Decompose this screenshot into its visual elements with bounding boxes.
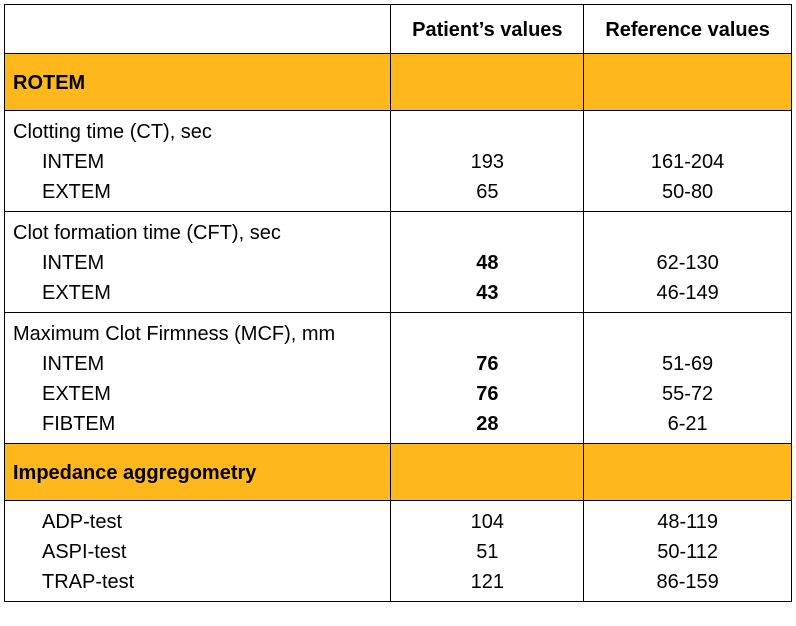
patient-value-cell: 48 43 bbox=[390, 211, 585, 313]
spacer bbox=[391, 319, 583, 349]
spacer bbox=[584, 117, 791, 147]
patient-value-cell: 193 65 bbox=[390, 110, 585, 212]
spacer bbox=[391, 117, 583, 147]
reference-value-cell: 51-69 55-72 6-21 bbox=[583, 312, 792, 444]
coagulation-results-table: Patient’s values Reference values ROTEM C… bbox=[3, 4, 792, 602]
patient-value: 104 bbox=[470, 511, 505, 533]
spacer bbox=[584, 218, 791, 248]
reference-value: 6-21 bbox=[667, 413, 708, 435]
test-variant-label: INTEM bbox=[42, 151, 105, 173]
header-row: Patient’s values Reference values bbox=[3, 4, 792, 54]
patient-value: 76 bbox=[476, 353, 499, 375]
section-empty-cell bbox=[583, 53, 792, 111]
reference-value-cell: 161-204 50-80 bbox=[583, 110, 792, 212]
patient-value: 193 bbox=[470, 151, 505, 173]
test-variant-label: EXTEM bbox=[42, 383, 111, 405]
table-row: ADP-test ASPI-test TRAP-test 104 51 121 48-119… bbox=[3, 500, 792, 602]
table-row: Clotting time (CT), sec INTEM EXTEM 193 65 16… bbox=[3, 110, 792, 212]
patient-value: 48 bbox=[476, 252, 499, 274]
section-title: ROTEM bbox=[3, 53, 392, 111]
test-name-cell: Maximum Clot Firmness (MCF), mm INTEM EXTE… bbox=[3, 312, 392, 444]
test-name-cell: Clotting time (CT), sec INTEM EXTEM bbox=[3, 110, 392, 212]
patient-value: 121 bbox=[470, 571, 505, 593]
section-empty-cell bbox=[390, 53, 585, 111]
test-variant-label: ADP-test bbox=[42, 511, 123, 533]
table-row: Maximum Clot Firmness (MCF), mm INTEM EXTE… bbox=[3, 312, 792, 444]
patient-value: 65 bbox=[476, 181, 499, 203]
section-empty-cell bbox=[583, 443, 792, 501]
patient-value-cell: 104 51 121 bbox=[390, 500, 585, 602]
patient-value: 76 bbox=[476, 383, 499, 405]
header-patient-values: Patient’s values bbox=[390, 4, 585, 54]
test-variant-label: INTEM bbox=[42, 353, 105, 375]
reference-value: 86-159 bbox=[656, 571, 719, 593]
table-row: Clot formation time (CFT), sec INTEM EXTEM… bbox=[3, 211, 792, 313]
group-heading: Maximum Clot Firmness (MCF), mm bbox=[13, 323, 336, 345]
section-row: ROTEM bbox=[3, 53, 792, 111]
header-test bbox=[3, 4, 392, 54]
reference-value: 51-69 bbox=[662, 353, 714, 375]
reference-value: 50-112 bbox=[657, 541, 718, 563]
test-variant-label: INTEM bbox=[42, 252, 105, 274]
reference-value: 62-130 bbox=[656, 252, 719, 274]
test-variant-label: EXTEM bbox=[42, 282, 111, 304]
test-name-cell: Clot formation time (CFT), sec INTEM EXTEM bbox=[3, 211, 392, 313]
table-body: ROTEM Clotting time (CT), sec INTEM EXTEM 19… bbox=[3, 53, 792, 602]
header-reference-values: Reference values bbox=[583, 4, 792, 54]
group-heading: Clot formation time (CFT), sec bbox=[13, 222, 281, 244]
reference-value-cell: 48-119 50-112 86-159 bbox=[583, 500, 792, 602]
test-variant-label: TRAP-test bbox=[42, 571, 135, 593]
reference-value: 55-72 bbox=[662, 383, 714, 405]
test-name-cell: ADP-test ASPI-test TRAP-test bbox=[3, 500, 392, 602]
reference-value: 161-204 bbox=[650, 151, 725, 173]
spacer bbox=[584, 319, 791, 349]
patient-value: 51 bbox=[476, 541, 499, 563]
test-variant-label: ASPI-test bbox=[42, 541, 127, 563]
section-title: Impedance aggregometry bbox=[3, 443, 392, 501]
section-empty-cell bbox=[390, 443, 585, 501]
test-variant-label: EXTEM bbox=[42, 181, 111, 203]
group-heading: Clotting time (CT), sec bbox=[13, 121, 212, 143]
patient-value: 28 bbox=[476, 413, 499, 435]
reference-value: 48-119 bbox=[657, 511, 718, 533]
section-row: Impedance aggregometry bbox=[3, 443, 792, 501]
spacer bbox=[391, 218, 583, 248]
test-variant-label: FIBTEM bbox=[42, 413, 116, 435]
patient-value: 43 bbox=[476, 282, 499, 304]
reference-value: 46-149 bbox=[656, 282, 719, 304]
patient-value-cell: 76 76 28 bbox=[390, 312, 585, 444]
reference-value-cell: 62-130 46-149 bbox=[583, 211, 792, 313]
reference-value: 50-80 bbox=[662, 181, 714, 203]
